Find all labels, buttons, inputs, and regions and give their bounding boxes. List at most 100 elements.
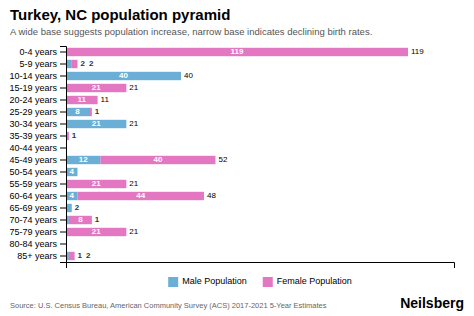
y-tick-label: 20-24 years	[9, 95, 57, 105]
bar	[100, 156, 215, 164]
y-tick: 70-74 years	[9, 215, 66, 225]
legend-item: Female Population	[263, 276, 352, 287]
y-tick-mark	[60, 112, 66, 113]
bar	[72, 60, 78, 68]
y-tick: 25-29 years	[9, 107, 66, 117]
data-label: 40	[154, 155, 163, 164]
y-tick-label: 60-64 years	[9, 191, 57, 201]
y-tick-label: 85+ years	[17, 251, 57, 261]
bar	[66, 48, 408, 56]
chart-svg: Turkey, NC population pyramid A wide base…	[0, 0, 474, 316]
source: Source: U.S. Census Bureau, American Com…	[10, 301, 327, 310]
bar	[66, 168, 77, 176]
y-tick-label: 35-39 years	[9, 131, 57, 141]
data-label: 8	[75, 107, 80, 116]
total-label: 52	[218, 155, 227, 164]
y-tick: 50-54 years	[9, 167, 66, 177]
total-label: 21	[129, 83, 138, 92]
y-tick-label: 15-19 years	[9, 83, 57, 93]
data-label: 8	[78, 215, 83, 224]
annotation: Neilsberg	[400, 295, 464, 311]
total-label: 40	[184, 71, 193, 80]
bar	[66, 192, 77, 200]
y-tick: 60-64 years	[9, 191, 66, 201]
y-tick-mark	[60, 136, 66, 137]
data-label: 1	[95, 107, 100, 116]
y-tick-label: 0-4 years	[19, 47, 57, 57]
x-axis	[67, 263, 455, 269]
y-axis-line	[60, 47, 67, 263]
y-tick-mark	[60, 100, 66, 101]
chart-container: Turkey, NC population pyramid A wide base…	[0, 0, 474, 316]
bar	[69, 216, 92, 224]
y-tick: 45-49 years	[9, 155, 66, 165]
bar	[77, 192, 203, 200]
data-label: 44	[136, 191, 145, 200]
series-bars	[66, 48, 408, 260]
y-tick-label: 25-29 years	[9, 107, 57, 117]
y-tick: 0-4 years	[19, 47, 66, 57]
y-tick-label: 45-49 years	[9, 155, 57, 165]
y-tick: 75-79 years	[9, 227, 66, 237]
y-tick-mark	[60, 196, 66, 197]
y-tick-mark	[60, 124, 66, 125]
data-labels: 1221211824444821214124052121218111112121…	[70, 47, 425, 260]
data-label: 1	[78, 251, 83, 260]
bar	[66, 72, 181, 80]
y-tick: 30-34 years	[9, 119, 66, 129]
title: Turkey, NC population pyramid	[10, 6, 230, 23]
y-tick-mark	[60, 148, 66, 149]
y-tick-mark	[60, 232, 66, 233]
y-tick-label: 80-84 years	[9, 239, 57, 249]
data-label: 2	[89, 59, 94, 68]
y-tick-mark	[60, 256, 66, 257]
y-tick-label: 70-74 years	[9, 215, 57, 225]
data-label: 119	[231, 47, 244, 56]
total-label: 21	[129, 119, 138, 128]
y-tick: 20-24 years	[9, 95, 66, 105]
data-label: 21	[92, 179, 101, 188]
bar	[71, 204, 72, 212]
bar	[66, 108, 89, 116]
y-tick-label: 40-44 years	[9, 143, 57, 153]
y-tick-label: 55-59 years	[9, 179, 57, 189]
data-label: 21	[92, 227, 101, 236]
bar	[66, 228, 126, 236]
legend-label: Male Population	[182, 276, 247, 286]
data-label: 11	[78, 95, 87, 104]
x-axis-line	[67, 263, 455, 269]
bar	[66, 156, 100, 164]
bar	[66, 96, 98, 104]
bar	[69, 252, 75, 260]
data-label: 4	[70, 191, 75, 200]
y-tick-mark	[60, 208, 66, 209]
y-tick-mark	[60, 184, 66, 185]
y-tick-label: 30-34 years	[9, 119, 57, 129]
total-label: 21	[129, 179, 138, 188]
data-label: 2	[75, 203, 80, 212]
legend-swatch	[263, 277, 273, 287]
total-label: 11	[101, 95, 110, 104]
data-label: 2	[80, 59, 85, 68]
data-label: 1	[72, 131, 77, 140]
bar	[180, 72, 181, 80]
bar	[66, 120, 126, 128]
y-tick: 5-9 years	[19, 59, 66, 69]
subtitle: A wide base suggests population increase…	[10, 26, 372, 37]
y-tick-mark	[60, 52, 66, 53]
y-tick-mark	[60, 244, 66, 245]
bar	[77, 168, 78, 176]
y-tick-label: 75-79 years	[9, 227, 57, 237]
bar	[66, 84, 126, 92]
y-tick-mark	[60, 172, 66, 173]
y-tick: 15-19 years	[9, 83, 66, 93]
bar	[126, 120, 127, 128]
y-tick: 35-39 years	[9, 131, 66, 141]
total-label: 48	[207, 191, 216, 200]
legend-item: Male Population	[168, 276, 247, 287]
total-label: 21	[129, 227, 138, 236]
y-tick-mark	[60, 220, 66, 221]
bar	[89, 108, 92, 116]
y-tick: 85+ years	[17, 251, 66, 261]
y-tick: 65-69 years	[9, 203, 66, 213]
